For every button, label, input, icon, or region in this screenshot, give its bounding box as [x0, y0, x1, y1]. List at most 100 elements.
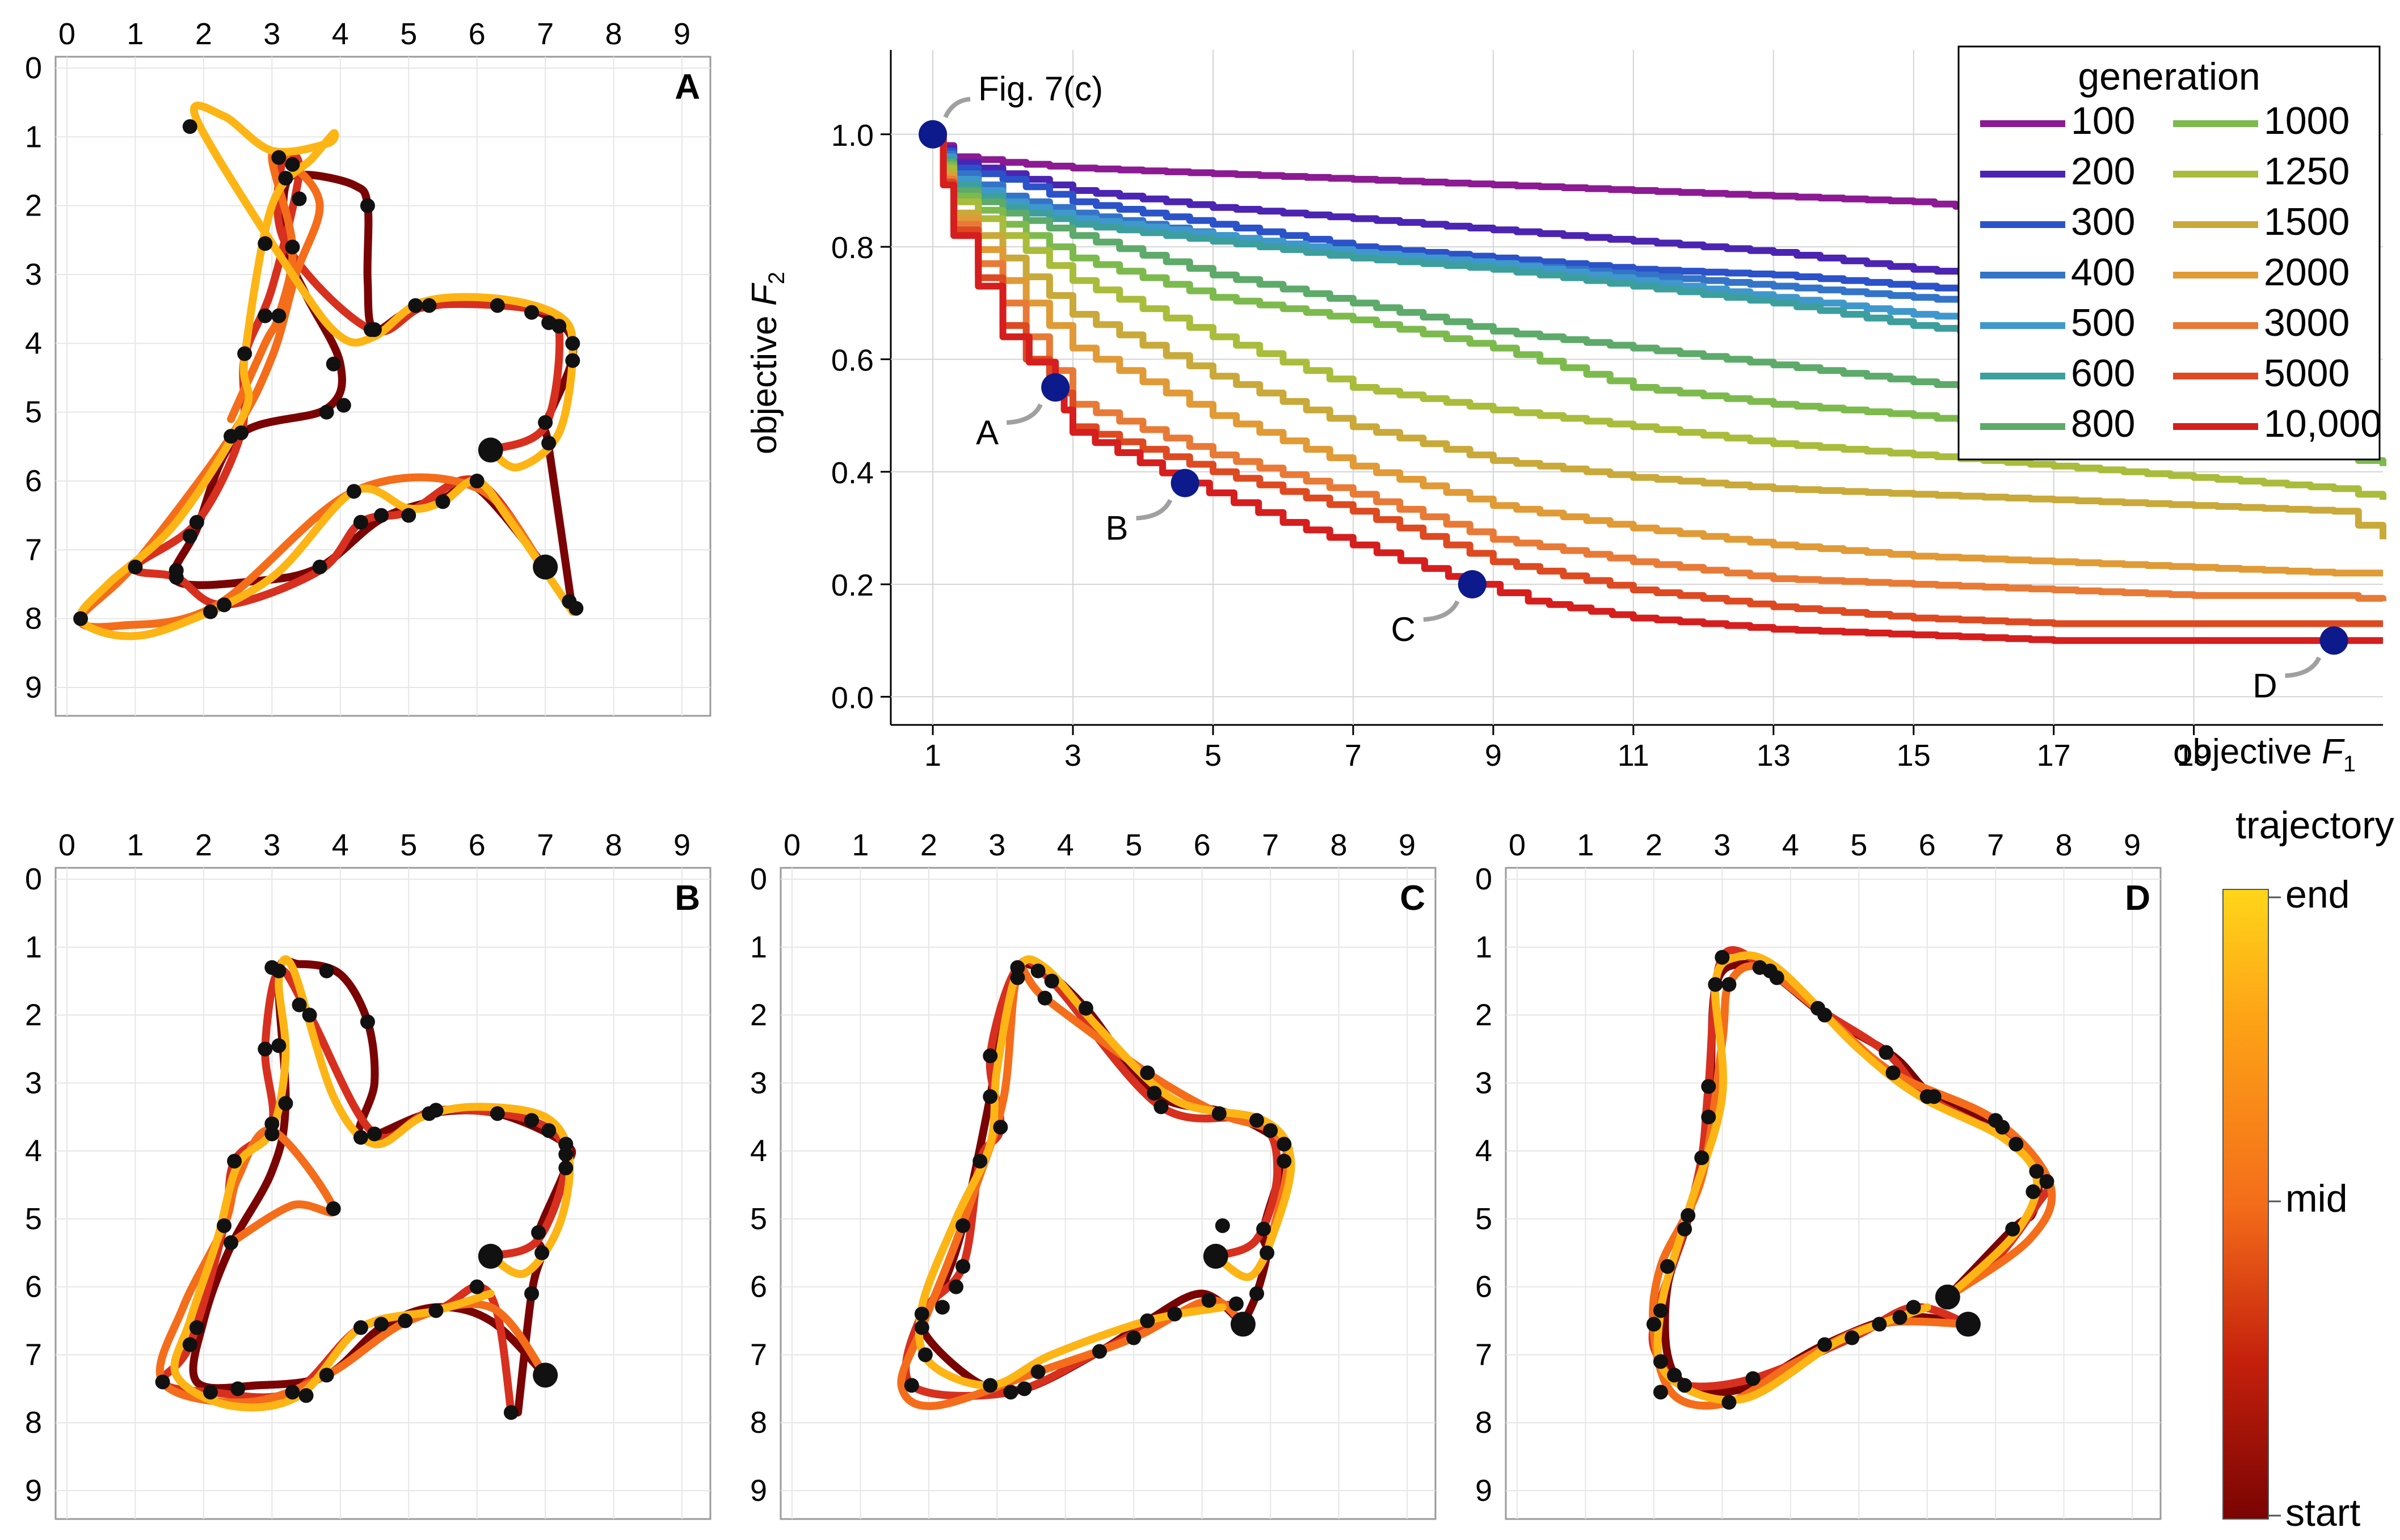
x-tick-label: 1	[924, 739, 941, 773]
waypoint-dot	[534, 1245, 550, 1260]
waypoint-dot	[983, 1089, 998, 1104]
plot-frame	[780, 867, 1437, 1520]
waypoint-dot	[1817, 1007, 1832, 1023]
x-tick-label: 6	[469, 17, 486, 51]
waypoint-dot	[1010, 960, 1025, 975]
waypoint-dot	[292, 191, 307, 206]
waypoint-dot	[558, 1161, 574, 1176]
y-tick-label: 0.4	[831, 456, 874, 490]
x-tick-label: 11	[1618, 739, 1649, 773]
y-tick-label: 4	[750, 1134, 767, 1168]
marker-leader	[943, 96, 971, 119]
legend-box	[1957, 45, 2381, 461]
waypoint-dot	[224, 429, 239, 444]
waypoint-dot	[490, 1106, 505, 1121]
legend-label: 1250	[2264, 150, 2350, 193]
waypoint-dot	[524, 305, 540, 320]
marker-label: D	[2252, 666, 2277, 704]
waypoint-dot	[1653, 1354, 1668, 1369]
x-tick-label: 3	[263, 828, 280, 862]
legend-label: 5000	[2264, 352, 2350, 395]
waypoint-dot	[1092, 1344, 1107, 1359]
waypoint-dot	[1694, 1150, 1710, 1166]
waypoint-dot	[401, 508, 416, 523]
series-line-10000	[933, 130, 2383, 644]
legend: generation 100 200 300 400 500 600 800 1000 1250…	[1957, 45, 2382, 461]
waypoint-dot	[182, 119, 197, 134]
waypoint-dot	[949, 1279, 964, 1294]
y-tick-label: 2	[25, 189, 42, 223]
x-tick-label: 3	[988, 828, 1005, 862]
marker-label: Fig. 7(c)	[978, 70, 1103, 108]
waypoint-dot	[1211, 1106, 1227, 1121]
y-tick-label: 3	[25, 1066, 42, 1100]
x-tick-label: 0	[58, 828, 75, 862]
x-tick-label: 7	[1345, 739, 1362, 773]
waypoint-dot	[353, 514, 368, 530]
waypoint-dot	[360, 1014, 375, 1030]
waypoint-dot	[1926, 1089, 1942, 1104]
x-tick-label: 9	[2124, 828, 2141, 862]
waypoint-dot	[541, 436, 557, 451]
waypoint-dot	[993, 1120, 1008, 1135]
legend-label: 1000	[2264, 99, 2350, 142]
y-tick-label: 1.0	[831, 119, 874, 153]
waypoint-dot	[569, 601, 584, 616]
x-tick-label: 7	[1262, 828, 1279, 862]
y-tick-label: 1	[1475, 930, 1492, 964]
y-tick-label: 7	[1475, 1338, 1492, 1372]
waypoint-dot	[367, 322, 382, 337]
waypoint-dot	[1701, 1079, 1716, 1094]
colorbar-title: trajectory	[2235, 804, 2394, 847]
x-tick-label: 7	[1987, 828, 2004, 862]
x-tick-label: 5	[1850, 828, 1867, 862]
panel-b: 0 1 2 3 4 5 6 7 8 9 0 1 2 3 4 5 6 7 8 9 B	[25, 828, 711, 1520]
series-line-800	[933, 130, 2128, 406]
colorbar-label-start: start	[2285, 1491, 2360, 1534]
y-tick-label: 0.0	[831, 681, 874, 715]
waypoint-dot	[1277, 1137, 1292, 1152]
waypoint-dot	[1708, 977, 1723, 992]
waypoint-dot	[1653, 1385, 1668, 1400]
waypoint-dot	[955, 1259, 971, 1274]
waypoint-dot	[360, 198, 375, 213]
waypoint-dot	[1872, 1317, 1887, 1332]
y-tick-label: 9	[25, 670, 42, 704]
endpoint-dot	[533, 1362, 558, 1388]
waypoint-dot	[353, 1130, 368, 1145]
trajectory-end	[170, 955, 574, 1412]
waypoint-dot	[374, 508, 389, 523]
legend-label: 200	[2071, 150, 2135, 193]
x-tick-label: 1	[1577, 828, 1594, 862]
y-tick-label: 5	[750, 1202, 767, 1236]
legend-label: 10,000	[2264, 402, 2382, 445]
waypoint-dot	[1677, 1221, 1692, 1237]
marker-leader	[1423, 600, 1460, 622]
y-tick-label: 1	[25, 930, 42, 964]
endpoint-dot	[1203, 1243, 1228, 1269]
endpoint-dot	[478, 1243, 503, 1269]
x-tick-label: 8	[2056, 828, 2073, 862]
panel-label: C	[1400, 879, 1425, 918]
marker-label: A	[976, 414, 999, 452]
waypoint-dot	[1215, 1218, 1230, 1233]
waypoint-dot	[972, 1154, 988, 1169]
legend-label: 500	[2071, 301, 2135, 344]
waypoint-dot	[1140, 1065, 1155, 1081]
x-tick-label: 15	[1897, 739, 1931, 773]
legend-items: 100 200 300 400 500 600 800 1000 1250 1500 2000 300…	[1980, 99, 2382, 445]
series-line-5000	[933, 130, 2383, 627]
y-tick-label: 9	[1475, 1474, 1492, 1508]
waypoint-dot	[271, 1038, 287, 1053]
endpoint-dot	[1935, 1284, 1960, 1310]
y-tick-label: 3	[750, 1066, 767, 1100]
waypoint-dot	[155, 1374, 170, 1390]
waypoint-dot	[2005, 1221, 2020, 1237]
waypoint-dot	[1745, 1371, 1761, 1386]
x-tick-label: 0	[58, 17, 75, 51]
y-tick-label: 8	[750, 1406, 767, 1440]
main-y-axis-label: objective F2	[745, 272, 789, 454]
legend-label: 3000	[2264, 301, 2350, 344]
waypoint-dot	[469, 474, 485, 488]
waypoint-dot	[955, 1218, 971, 1233]
